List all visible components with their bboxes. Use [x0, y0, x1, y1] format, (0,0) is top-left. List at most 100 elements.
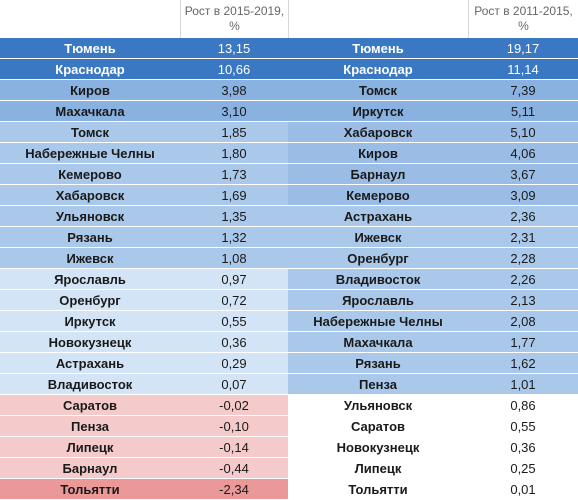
left-city-cell: Тольятти [0, 479, 180, 500]
right-city-cell: Оренбург [288, 248, 468, 269]
table-row: Хабаровск 1,69 Кемерово 3,09 [0, 185, 578, 206]
right-city-cell: Киров [288, 143, 468, 164]
table-row: Иркутск 0,55 Набережные Челны 2,08 [0, 311, 578, 332]
right-value-cell: 1,01 [468, 374, 578, 395]
table-row: Рязань 1,32 Ижевск 2,31 [0, 227, 578, 248]
right-value-cell: 3,67 [468, 164, 578, 185]
right-value-cell: 5,11 [468, 101, 578, 122]
table-row: Оренбург 0,72 Ярославль 2,13 [0, 290, 578, 311]
left-city-cell: Ярославль [0, 269, 180, 290]
left-value-cell: 1,35 [180, 206, 288, 227]
right-value-cell: 2,26 [468, 269, 578, 290]
left-city-cell: Краснодар [0, 59, 180, 80]
right-value-cell: 2,31 [468, 227, 578, 248]
right-value-cell: 3,09 [468, 185, 578, 206]
right-city-cell: Ярославль [288, 290, 468, 311]
right-city-cell: Иркутск [288, 101, 468, 122]
left-value-cell: 0,36 [180, 332, 288, 353]
table-row: Тюмень 13,15 Тюмень 19,17 [0, 38, 578, 59]
table-row: Киров 3,98 Томск 7,39 [0, 80, 578, 101]
table-row: Махачкала 3,10 Иркутск 5,11 [0, 101, 578, 122]
right-value-cell: 1,62 [468, 353, 578, 374]
header-growth-2011-2015: Рост в 2011-2015, % [468, 0, 578, 38]
right-city-cell: Тюмень [288, 38, 468, 59]
right-value-cell: 0,25 [468, 458, 578, 479]
left-value-cell: -0,14 [180, 437, 288, 458]
right-city-cell: Астрахань [288, 206, 468, 227]
left-value-cell: -0,02 [180, 395, 288, 416]
left-value-cell: 0,72 [180, 290, 288, 311]
left-city-cell: Новокузнецк [0, 332, 180, 353]
left-value-cell: 0,97 [180, 269, 288, 290]
table-row: Барнаул -0,44 Липецк 0,25 [0, 458, 578, 479]
table-row: Новокузнецк 0,36 Махачкала 1,77 [0, 332, 578, 353]
table-row: Тольятти -2,34 Тольятти 0,01 [0, 479, 578, 500]
right-city-cell: Хабаровск [288, 122, 468, 143]
left-value-cell: 0,55 [180, 311, 288, 332]
table-row: Набережные Челны 1,80 Киров 4,06 [0, 143, 578, 164]
right-value-cell: 5,10 [468, 122, 578, 143]
table-row: Ижевск 1,08 Оренбург 2,28 [0, 248, 578, 269]
left-city-cell: Астрахань [0, 353, 180, 374]
right-value-cell: 4,06 [468, 143, 578, 164]
left-city-cell: Ульяновск [0, 206, 180, 227]
right-city-cell: Ульяновск [288, 395, 468, 416]
left-city-cell: Хабаровск [0, 185, 180, 206]
left-city-cell: Тюмень [0, 38, 180, 59]
right-city-cell: Махачкала [288, 332, 468, 353]
table-row: Пенза -0,10 Саратов 0,55 [0, 416, 578, 437]
right-value-cell: 0,55 [468, 416, 578, 437]
right-value-cell: 0,36 [468, 437, 578, 458]
left-value-cell: 13,15 [180, 38, 288, 59]
right-city-cell: Краснодар [288, 59, 468, 80]
left-value-cell: -0,10 [180, 416, 288, 437]
right-city-cell: Набережные Челны [288, 311, 468, 332]
right-value-cell: 11,14 [468, 59, 578, 80]
table-row: Краснодар 10,66 Краснодар 11,14 [0, 59, 578, 80]
left-city-cell: Барнаул [0, 458, 180, 479]
right-city-cell: Липецк [288, 458, 468, 479]
left-city-cell: Махачкала [0, 101, 180, 122]
left-city-cell: Набережные Челны [0, 143, 180, 164]
table-row: Ярославль 0,97 Владивосток 2,26 [0, 269, 578, 290]
left-value-cell: 1,85 [180, 122, 288, 143]
left-city-cell: Ижевск [0, 248, 180, 269]
left-value-cell: 1,08 [180, 248, 288, 269]
left-value-cell: -2,34 [180, 479, 288, 500]
left-city-cell: Кемерово [0, 164, 180, 185]
header-city-blank-left [0, 0, 180, 38]
left-value-cell: 10,66 [180, 59, 288, 80]
left-city-cell: Иркутск [0, 311, 180, 332]
header-city-blank-right [288, 0, 468, 38]
left-value-cell: 1,32 [180, 227, 288, 248]
right-city-cell: Тольятти [288, 479, 468, 500]
table-header: Рост в 2015-2019, % Рост в 2011-2015, % [0, 0, 578, 38]
left-value-cell: 0,07 [180, 374, 288, 395]
right-city-cell: Кемерово [288, 185, 468, 206]
left-value-cell: 3,10 [180, 101, 288, 122]
right-city-cell: Саратов [288, 416, 468, 437]
left-city-cell: Владивосток [0, 374, 180, 395]
table-row: Владивосток 0,07 Пенза 1,01 [0, 374, 578, 395]
right-city-cell: Ижевск [288, 227, 468, 248]
right-value-cell: 0,86 [468, 395, 578, 416]
right-value-cell: 1,77 [468, 332, 578, 353]
right-value-cell: 2,36 [468, 206, 578, 227]
left-value-cell: 0,29 [180, 353, 288, 374]
right-value-cell: 2,28 [468, 248, 578, 269]
table-row: Ульяновск 1,35 Астрахань 2,36 [0, 206, 578, 227]
left-city-cell: Пенза [0, 416, 180, 437]
right-city-cell: Пенза [288, 374, 468, 395]
left-value-cell: -0,44 [180, 458, 288, 479]
left-city-cell: Рязань [0, 227, 180, 248]
table-row: Саратов -0,02 Ульяновск 0,86 [0, 395, 578, 416]
left-value-cell: 3,98 [180, 80, 288, 101]
table-body: Тюмень 13,15 Тюмень 19,17 Краснодар 10,66 Крас… [0, 38, 578, 500]
left-city-cell: Оренбург [0, 290, 180, 311]
left-value-cell: 1,69 [180, 185, 288, 206]
right-value-cell: 0,01 [468, 479, 578, 500]
right-city-cell: Томск [288, 80, 468, 101]
right-value-cell: 7,39 [468, 80, 578, 101]
left-city-cell: Липецк [0, 437, 180, 458]
